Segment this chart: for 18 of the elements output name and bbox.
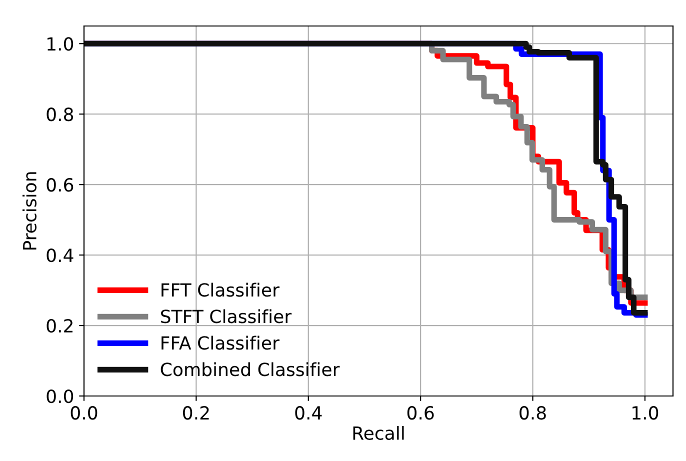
x-axis-title: Recall [353, 426, 404, 440]
legend-label: FFT Classifier [162, 282, 280, 297]
x-tick-label: 0.8 [520, 406, 546, 420]
x-tick-label: 1.0 [632, 406, 658, 420]
y-tick-label: 0.2 [46, 318, 72, 333]
y-tick-label: 0.8 [46, 108, 74, 122]
legend-label: STFT Classifier [161, 309, 292, 324]
y-tick-label: 1.0 [48, 37, 74, 51]
y-tick-label: 0.6 [46, 178, 74, 192]
x-tick-label: 0.2 [183, 406, 209, 420]
y-tick-label: 0.4 [46, 248, 74, 262]
y-tick-label: 0.0 [46, 389, 74, 404]
x-tick-label: 0.4 [295, 406, 322, 420]
y-axis-title: Precision [22, 172, 37, 250]
x-tick-label: 0.6 [407, 406, 434, 420]
legend-label: Combined Classifier [160, 362, 340, 376]
x-tick-label: 0.0 [70, 406, 98, 420]
legend-label: FFA Classifier [162, 336, 280, 350]
